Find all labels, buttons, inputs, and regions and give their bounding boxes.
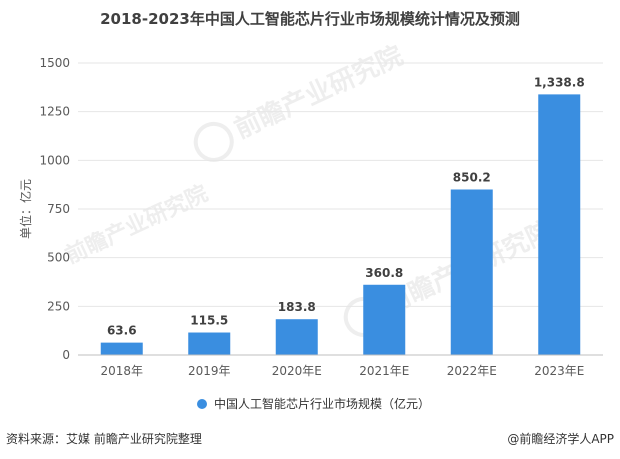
legend-label: 中国人工智能芯片行业市场规模（亿元）	[214, 396, 430, 411]
bar	[450, 189, 493, 355]
data-label: 360.8	[365, 266, 403, 280]
data-label: 850.2	[453, 170, 491, 184]
legend: 中国人工智能芯片行业市场规模（亿元）	[197, 396, 430, 411]
legend-marker	[197, 399, 207, 409]
bar	[363, 284, 406, 355]
chart-title: 2018-2023年中国人工智能芯片行业市场规模统计情况及预测	[100, 10, 520, 28]
bar	[100, 342, 143, 355]
y-tick-label: 500	[47, 251, 70, 265]
watermark-logo: 前瞻产业研究院	[61, 180, 212, 269]
data-labels: 63.6 115.5 183.8 360.8 850.2 1,338.8	[107, 75, 585, 337]
data-label: 63.6	[107, 324, 137, 338]
x-tick-label: 2022年E	[447, 364, 497, 378]
y-tick-label: 1500	[39, 56, 70, 70]
x-tick-label: 2020年E	[272, 364, 322, 378]
x-axis-ticks: 2018年 2019年 2020年E 2021年E 2022年E 2023年E	[100, 364, 584, 378]
brand-note: @前瞻经济学人APP	[507, 432, 614, 446]
data-label: 115.5	[190, 314, 228, 328]
y-tick-label: 750	[47, 202, 70, 216]
watermark-text: 前瞻产业研究院	[61, 180, 212, 269]
watermark-text: 前瞻产业研究院	[230, 40, 408, 145]
x-tick-label: 2018年	[100, 364, 143, 378]
bars	[100, 94, 581, 356]
x-tick-label: 2019年	[188, 364, 231, 378]
bar	[538, 94, 581, 356]
x-tick-label: 2023年E	[534, 364, 584, 378]
gridlines	[78, 62, 603, 307]
y-axis-label: 单位：亿元	[18, 179, 33, 239]
y-tick-label: 1250	[39, 105, 70, 119]
data-label: 1,338.8	[534, 75, 585, 89]
watermark-logo: 前瞻产业研究院	[193, 40, 408, 162]
y-axis-ticks: 0 250 500 750 1000 1250 1500	[39, 56, 70, 362]
y-tick-label: 0	[62, 348, 70, 362]
bar	[188, 332, 231, 355]
x-tick-label: 2021年E	[359, 364, 409, 378]
source-note: 资料来源：艾媒 前瞻产业研究院整理	[6, 432, 202, 446]
y-tick-label: 1000	[39, 153, 70, 167]
bar	[275, 319, 318, 355]
y-tick-label: 250	[47, 299, 70, 313]
data-label: 183.8	[278, 300, 316, 314]
